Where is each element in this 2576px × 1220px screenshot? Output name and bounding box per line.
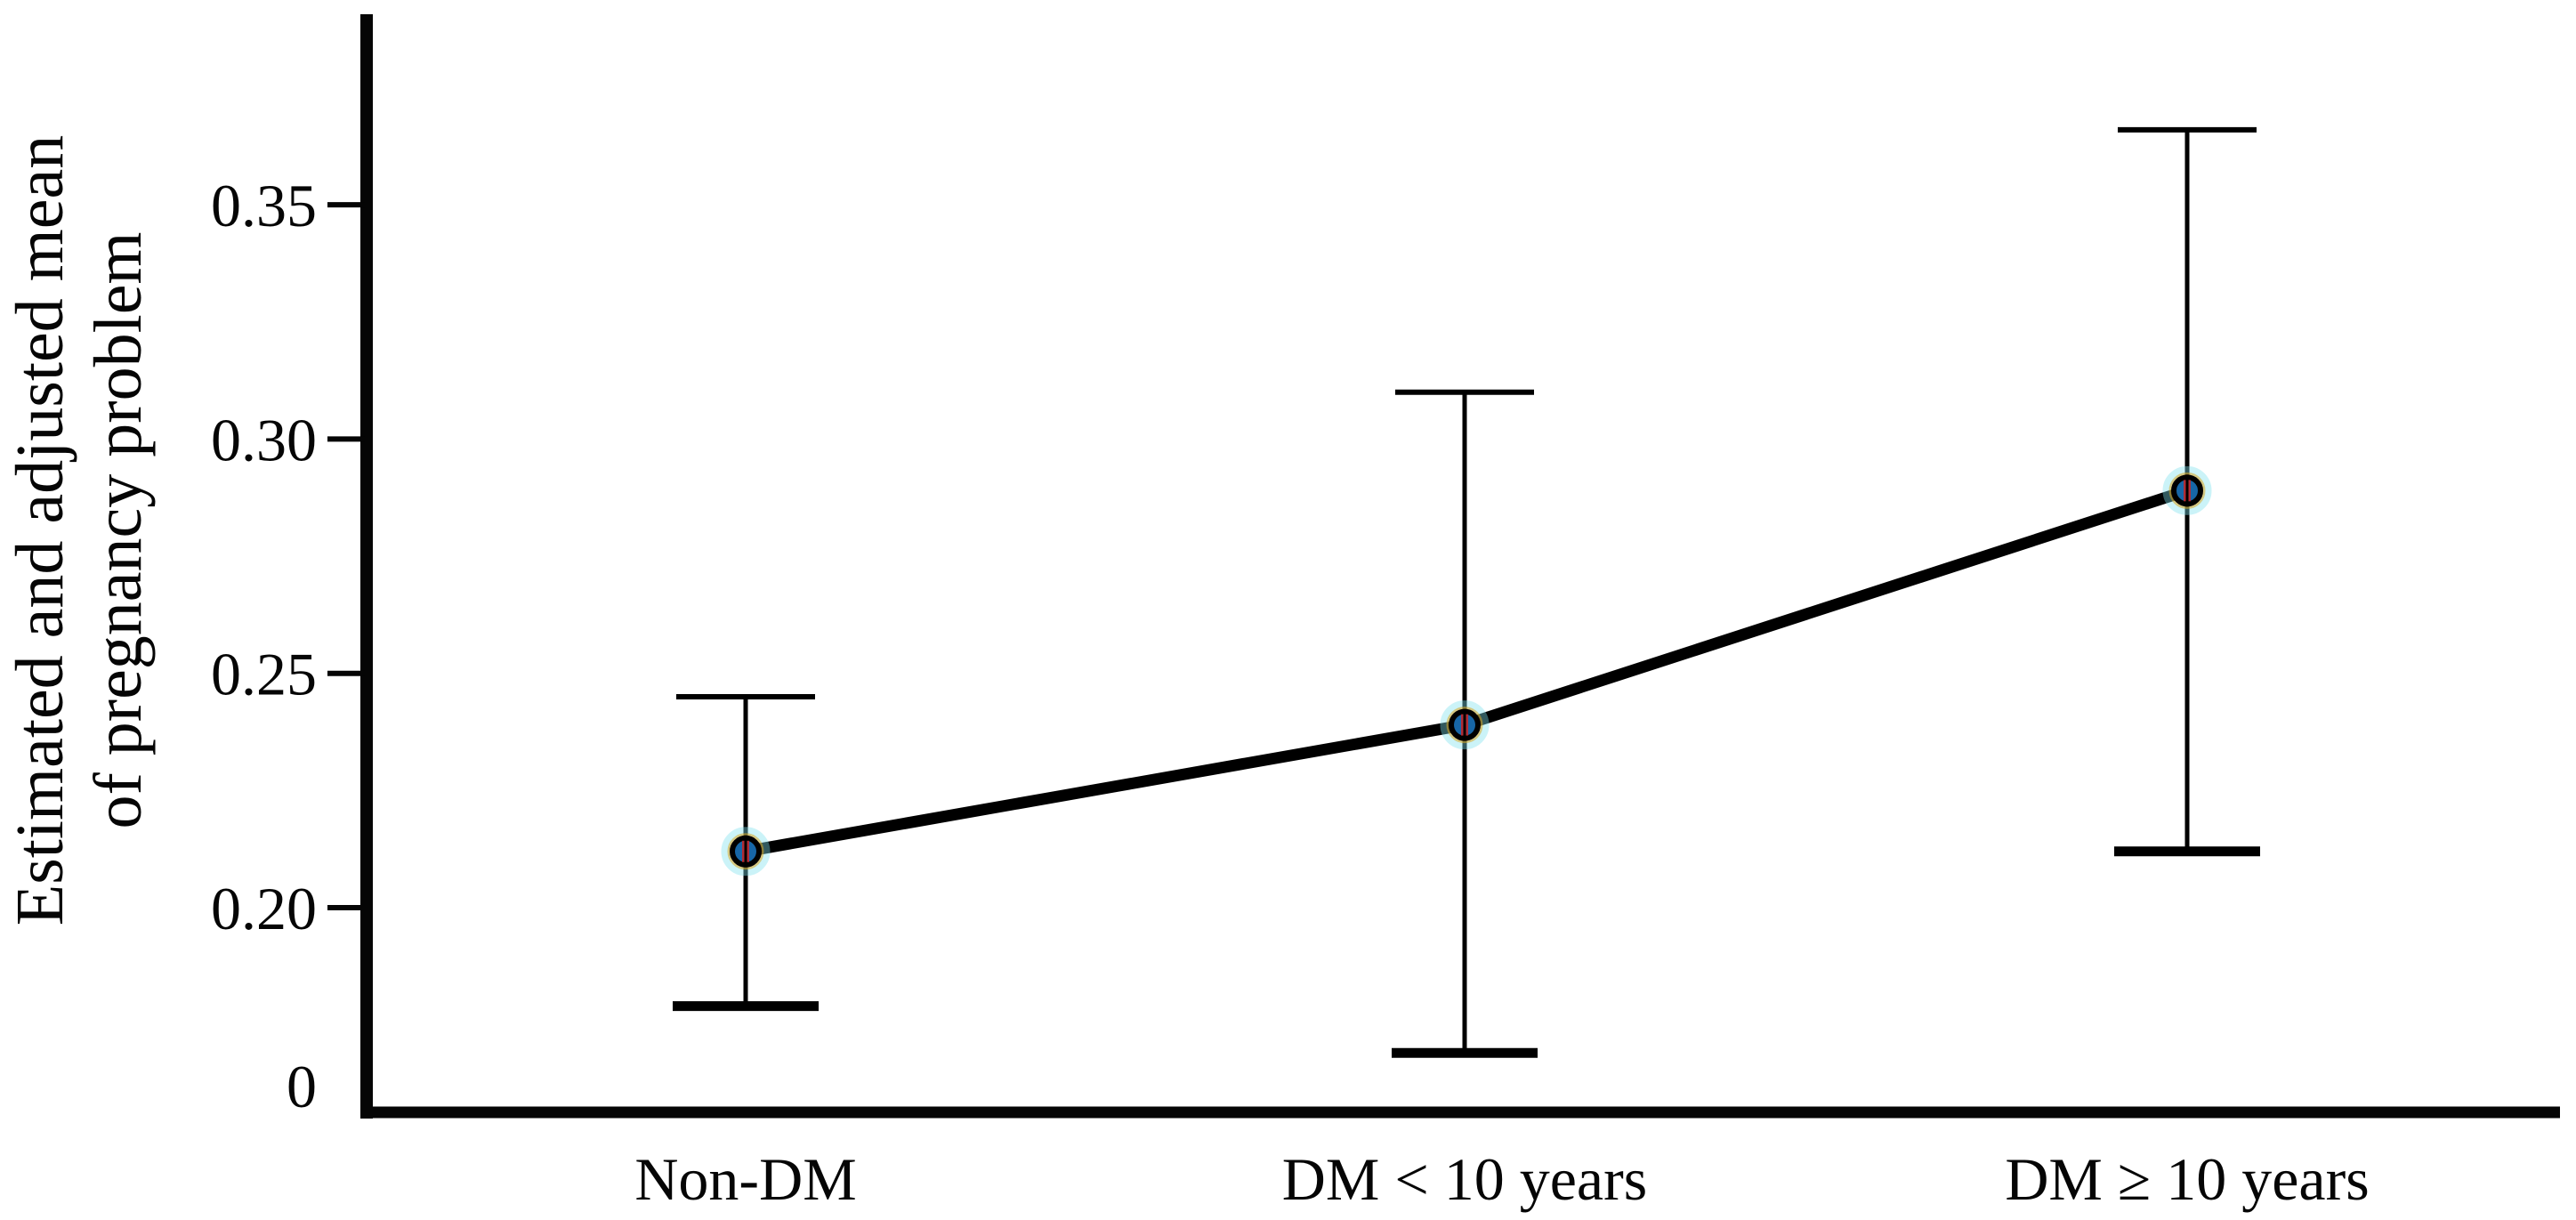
marker-ring — [1446, 707, 1483, 744]
x-category-label: Non-DM — [634, 1145, 856, 1213]
marker-ring — [2168, 472, 2206, 509]
data-point — [721, 827, 771, 877]
y-tick-label: 0.25 — [211, 641, 317, 708]
x-category-label: DM ≥ 10 years — [2005, 1145, 2369, 1213]
marker-glow — [2162, 465, 2212, 515]
data-point — [1440, 700, 1490, 750]
y-tick-label: 0.35 — [211, 172, 317, 239]
marker-glow — [1440, 700, 1490, 750]
y-tick-label: 0.20 — [211, 875, 317, 942]
x-category-label: DM < 10 years — [1282, 1145, 1647, 1213]
marker-ring — [727, 833, 764, 870]
data-point — [2162, 465, 2212, 515]
marker-glow — [721, 827, 771, 877]
y-origin-label: 0 — [287, 1053, 317, 1120]
y-tick-label: 0.30 — [211, 406, 317, 473]
y-axis-title-line-2: of pregnancy problem — [81, 231, 156, 828]
y-axis-title-line-1: Estimated and adjusted mean — [3, 135, 77, 926]
